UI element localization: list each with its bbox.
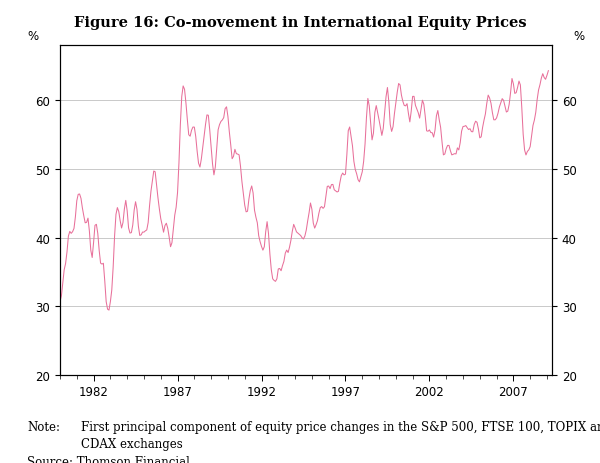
Text: Note:: Note: [27,420,60,433]
Text: Figure 16: Co-movement in International Equity Prices: Figure 16: Co-movement in International … [74,16,526,30]
Text: First principal component of equity price changes in the S&P 500, FTSE 100, TOPI: First principal component of equity pric… [81,420,600,433]
Y-axis label: %: % [574,30,584,43]
Y-axis label: %: % [28,30,38,43]
Text: Source: Thomson Financial: Source: Thomson Financial [27,455,190,463]
Text: CDAX exchanges: CDAX exchanges [81,438,183,450]
